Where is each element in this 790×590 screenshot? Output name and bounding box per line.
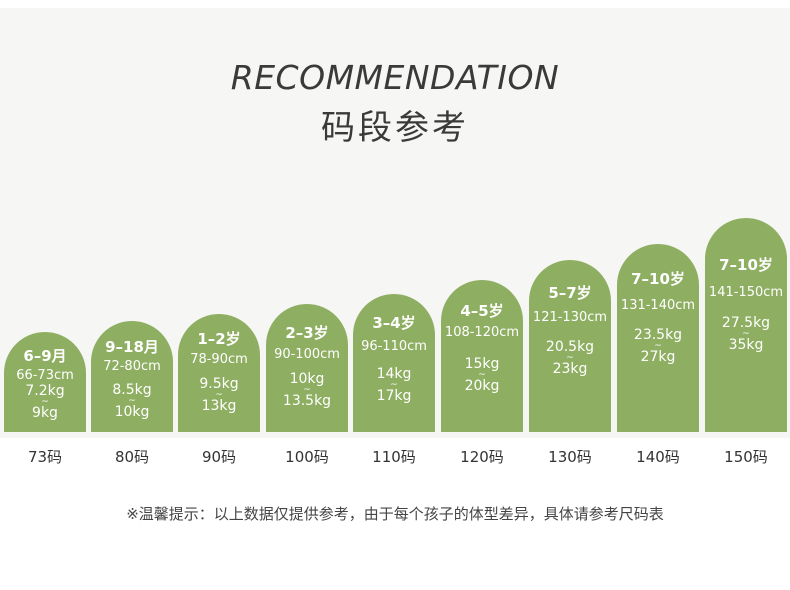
weight-low: 23.5kg — [633, 327, 683, 343]
weight-low: 8.5kg — [112, 382, 152, 398]
age-range: 3–4岁 — [372, 314, 416, 332]
size-label: 80码 — [114, 448, 150, 466]
tilde: ~ — [215, 390, 223, 400]
weight-high: 23kg — [552, 361, 588, 377]
size-bar: 7–10岁 131-140cm 23.5kg ~ 27kg — [617, 244, 699, 432]
weight-high: 27kg — [640, 349, 676, 365]
age-range: 4–5岁 — [460, 302, 504, 320]
weight-high: 10kg — [114, 404, 150, 420]
tilde: ~ — [478, 370, 486, 380]
weight-low: 20.5kg — [545, 339, 595, 355]
weight-low: 10kg — [289, 371, 325, 387]
size-bar: 4–5岁 108-120cm 15kg ~ 20kg — [441, 280, 523, 432]
size-label: 90码 — [201, 448, 237, 466]
title-english: RECOMMENDATION — [230, 58, 560, 97]
age-range: 5–7岁 — [548, 284, 592, 302]
size-bar: 5–7岁 121-130cm 20.5kg ~ 23kg — [529, 260, 611, 432]
size-label: 100码 — [285, 448, 329, 466]
weight-high: 17kg — [376, 388, 412, 404]
weight-high: 13kg — [201, 398, 237, 414]
size-label: 110码 — [372, 448, 416, 466]
age-range: 7–10岁 — [719, 256, 773, 274]
weight-low: 15kg — [464, 356, 500, 372]
weight-low: 14kg — [376, 366, 412, 382]
tilde: ~ — [390, 380, 398, 390]
size-bar: 2–3岁 90-100cm 10kg ~ 13.5kg — [266, 304, 348, 432]
size-bar: 9–18月 72-80cm 8.5kg ~ 10kg — [91, 321, 173, 432]
weight-low: 27.5kg — [721, 315, 771, 331]
height-range: 78-90cm — [190, 352, 248, 367]
weight-high: 35kg — [728, 337, 764, 353]
size-label: 150码 — [724, 448, 768, 466]
size-bar: 6–9月 66-73cm 7.2kg ~ 9kg — [4, 332, 86, 432]
age-range: 1–2岁 — [197, 330, 241, 348]
size-label: 130码 — [548, 448, 592, 466]
weight-low: 9.5kg — [199, 376, 239, 392]
height-range: 96-110cm — [361, 339, 427, 354]
tip-note: ※温馨提示：以上数据仅提供参考，由于每个孩子的体型差异，具体请参考尺码表 — [126, 505, 664, 523]
size-label: 73码 — [27, 448, 63, 466]
tilde: ~ — [654, 341, 662, 351]
size-label: 120码 — [460, 448, 504, 466]
size-label: 140码 — [636, 448, 680, 466]
title-chinese: 码段参考 — [321, 108, 469, 148]
weight-low: 7.2kg — [25, 383, 65, 399]
age-range: 2–3岁 — [285, 324, 329, 342]
height-range: 141-150cm — [708, 285, 784, 300]
tilde: ~ — [303, 385, 311, 395]
tilde: ~ — [742, 329, 750, 339]
tilde: ~ — [41, 397, 49, 407]
size-bar: 3–4岁 96-110cm 14kg ~ 17kg — [353, 294, 435, 432]
size-bar: 1–2岁 78-90cm 9.5kg ~ 13kg — [178, 314, 260, 432]
height-range: 131-140cm — [620, 298, 696, 313]
age-range: 9–18月 — [105, 338, 159, 356]
tilde: ~ — [566, 353, 574, 363]
size-bar: 7–10岁 141-150cm 27.5kg ~ 35kg — [705, 218, 787, 432]
height-range: 72-80cm — [103, 359, 161, 374]
height-range: 90-100cm — [274, 347, 340, 362]
height-range: 121-130cm — [532, 310, 608, 325]
height-range: 66-73cm — [16, 368, 74, 383]
age-range: 7–10岁 — [631, 270, 685, 288]
age-range: 6–9月 — [23, 347, 67, 365]
weight-high: 13.5kg — [282, 393, 332, 409]
weight-high: 20kg — [464, 378, 500, 394]
tilde: ~ — [128, 396, 136, 406]
weight-high: 9kg — [32, 405, 58, 421]
height-range: 108-120cm — [444, 325, 520, 340]
